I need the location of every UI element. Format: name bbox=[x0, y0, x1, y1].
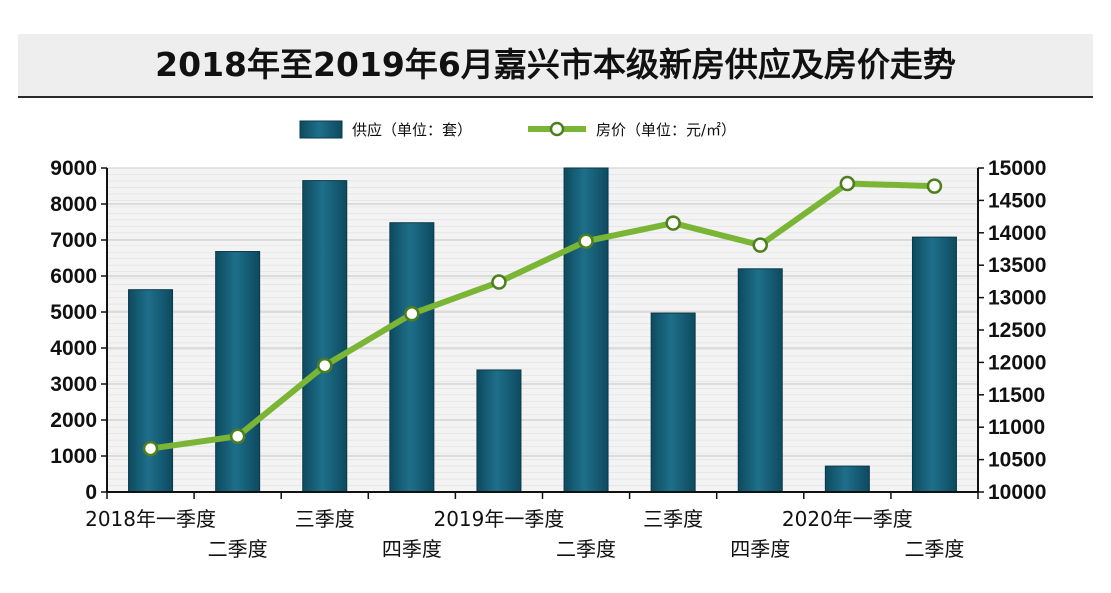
right-tick-label: 12500 bbox=[988, 319, 1046, 342]
price-point bbox=[578, 233, 594, 249]
x-tick-label: 2018年一季度 bbox=[85, 507, 216, 531]
supply-bar bbox=[650, 312, 696, 493]
left-tick-label: 0 bbox=[85, 481, 97, 504]
price-point bbox=[142, 440, 159, 457]
supply-bar bbox=[302, 180, 348, 493]
left-tick-label: 3000 bbox=[50, 373, 97, 396]
price-point bbox=[491, 274, 507, 290]
price-point bbox=[926, 178, 943, 194]
x-tick-label: 二季度 bbox=[556, 537, 616, 561]
left-tick-label: 7000 bbox=[50, 229, 97, 252]
price-point bbox=[229, 428, 246, 445]
left-tick-label: 2000 bbox=[50, 409, 97, 432]
right-tick-label: 11500 bbox=[988, 384, 1045, 407]
x-tick-label: 2019年一季度 bbox=[433, 507, 564, 531]
x-tick-label: 四季度 bbox=[382, 537, 442, 561]
right-tick-label: 10000 bbox=[988, 481, 1046, 504]
left-tick-label: 5000 bbox=[50, 301, 97, 324]
left-tick-label: 8000 bbox=[50, 193, 97, 216]
legend-label-price: 房价（单位：元/㎡） bbox=[596, 121, 736, 139]
supply-bar bbox=[128, 289, 174, 493]
x-tick-label: 三季度 bbox=[643, 507, 703, 531]
right-tick-label: 15000 bbox=[988, 157, 1046, 180]
right-tick-label: 11000 bbox=[988, 416, 1045, 439]
x-tick-label: 二季度 bbox=[904, 537, 964, 561]
title-band bbox=[18, 34, 1093, 98]
supply-bar bbox=[563, 167, 609, 493]
x-tick-label: 二季度 bbox=[208, 537, 268, 561]
left-tick-label: 4000 bbox=[50, 337, 97, 360]
supply-bar bbox=[824, 465, 870, 493]
right-tick-label: 12000 bbox=[988, 351, 1046, 374]
x-tick-label: 三季度 bbox=[295, 507, 355, 531]
legend-marker-price bbox=[549, 121, 565, 137]
price-point bbox=[752, 237, 768, 253]
left-tick-label: 9000 bbox=[50, 157, 97, 180]
price-point bbox=[404, 306, 420, 322]
right-tick-label: 13000 bbox=[988, 287, 1046, 310]
x-tick-label: 2020年一季度 bbox=[782, 507, 913, 531]
left-tick-label: 6000 bbox=[50, 265, 97, 288]
right-tick-label: 10500 bbox=[988, 449, 1046, 472]
supply-bar bbox=[389, 222, 435, 493]
left-tick-label: 1000 bbox=[50, 445, 97, 468]
supply-bar bbox=[476, 369, 522, 493]
right-tick-label: 13500 bbox=[988, 254, 1046, 277]
supply-bar bbox=[911, 236, 957, 493]
supply-bar bbox=[737, 268, 783, 493]
price-line bbox=[150, 180, 935, 452]
chart-title: 2018年至2019年6月嘉兴市本级新房供应及房价走势 bbox=[155, 45, 956, 84]
right-tick-label: 14000 bbox=[988, 222, 1046, 245]
price-point bbox=[317, 357, 333, 374]
price-point bbox=[839, 175, 856, 192]
right-tick-label: 14500 bbox=[988, 189, 1046, 212]
price-point bbox=[665, 215, 681, 231]
x-tick-label: 四季度 bbox=[730, 537, 790, 561]
legend-swatch-supply bbox=[299, 120, 343, 139]
legend: 供应（单位：套） 房价（单位：元/㎡） bbox=[299, 120, 736, 139]
supply-bar bbox=[215, 251, 261, 493]
legend-label-supply: 供应（单位：套） bbox=[352, 121, 472, 139]
